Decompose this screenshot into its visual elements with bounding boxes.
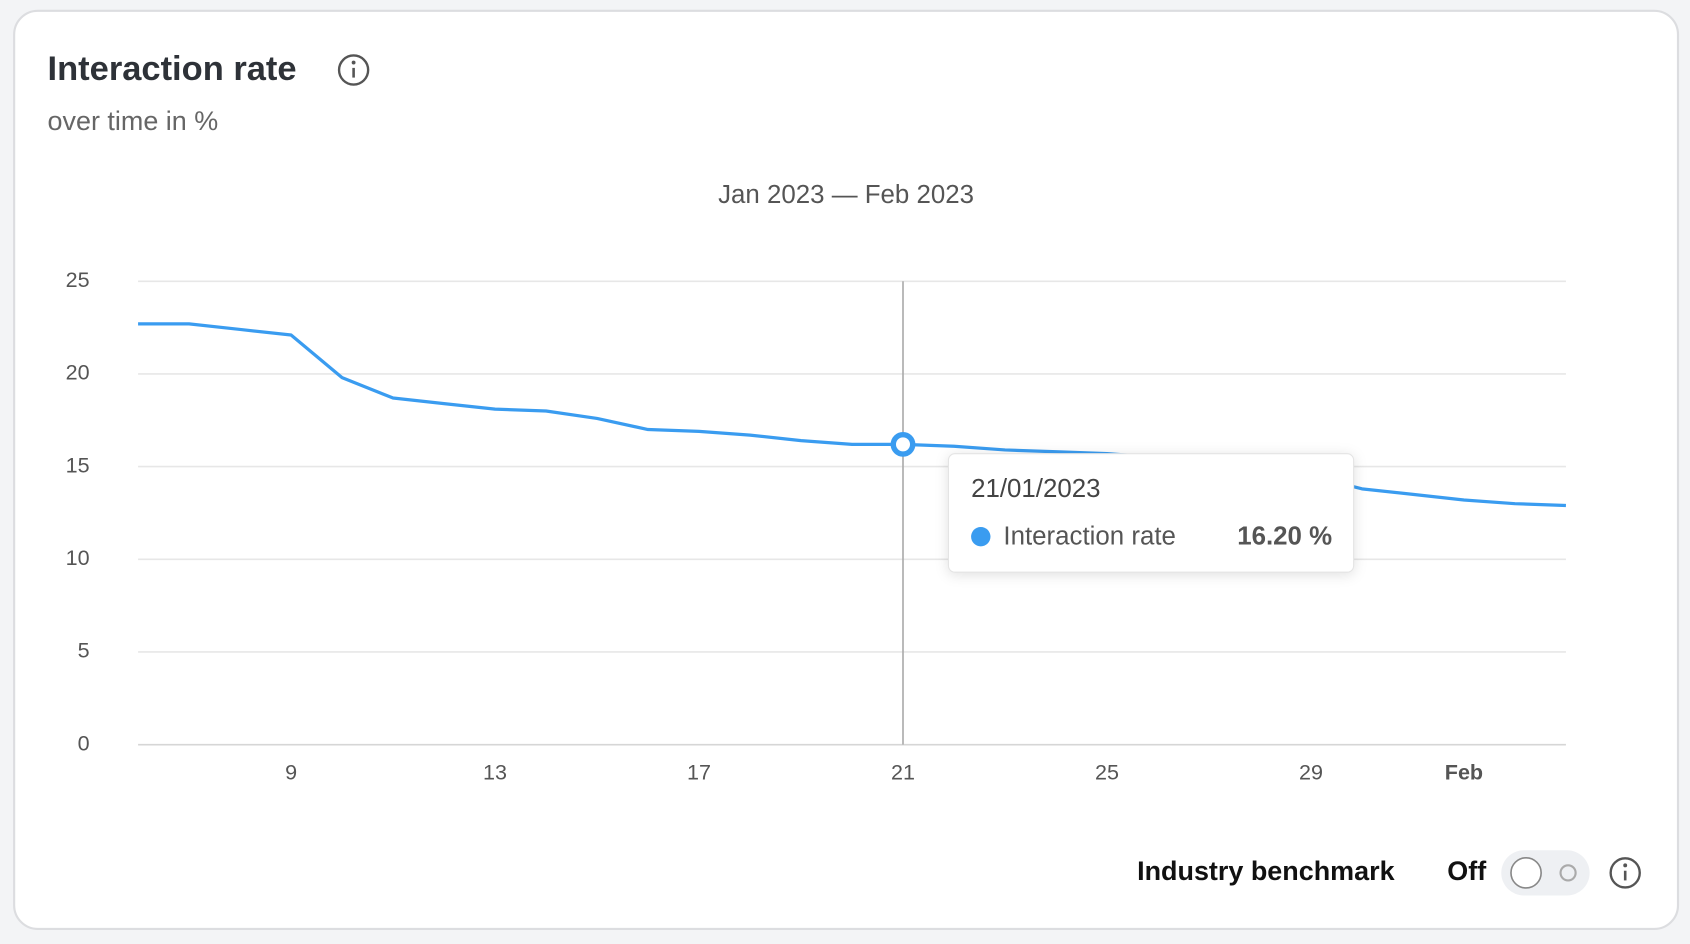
- benchmark-label: Industry benchmark: [1137, 856, 1394, 886]
- y-tick-label: 0: [78, 730, 90, 755]
- info-icon[interactable]: [337, 54, 370, 86]
- x-tick-label: 29: [1299, 759, 1323, 784]
- chart-subtitle: over time in %: [48, 106, 219, 136]
- benchmark-state: Off: [1447, 856, 1487, 886]
- date-range: Jan 2023 — Feb 2023: [718, 181, 974, 209]
- tooltip-series: Interaction rate: [1003, 523, 1175, 551]
- y-tick-label: 10: [66, 545, 90, 570]
- x-tick-label: 21: [891, 759, 915, 784]
- tooltip-date: 21/01/2023: [971, 475, 1100, 503]
- tooltip-value: 16.20 %: [1237, 523, 1332, 551]
- y-tick-label: 25: [66, 267, 90, 292]
- tooltip-swatch: [971, 526, 991, 547]
- highlight-point: [890, 431, 916, 457]
- x-tick-label: 13: [483, 759, 507, 784]
- x-tick-label: 17: [687, 759, 711, 784]
- x-tick-label: 25: [1095, 759, 1119, 784]
- chart-title: Interaction rate: [48, 50, 297, 88]
- y-tick-label: 15: [66, 452, 90, 477]
- y-tick-label: 5: [78, 638, 90, 663]
- card: [13, 9, 1680, 930]
- tooltip: 21/01/2023 Interaction rate 16.20 %: [947, 453, 1355, 573]
- x-tick-label: 9: [285, 759, 297, 784]
- info-icon[interactable]: [1609, 857, 1641, 889]
- y-tick-label: 20: [66, 360, 90, 385]
- toggle[interactable]: [1501, 850, 1590, 896]
- x-tick-label: Feb: [1445, 759, 1483, 784]
- tooltip-box: [947, 453, 1355, 573]
